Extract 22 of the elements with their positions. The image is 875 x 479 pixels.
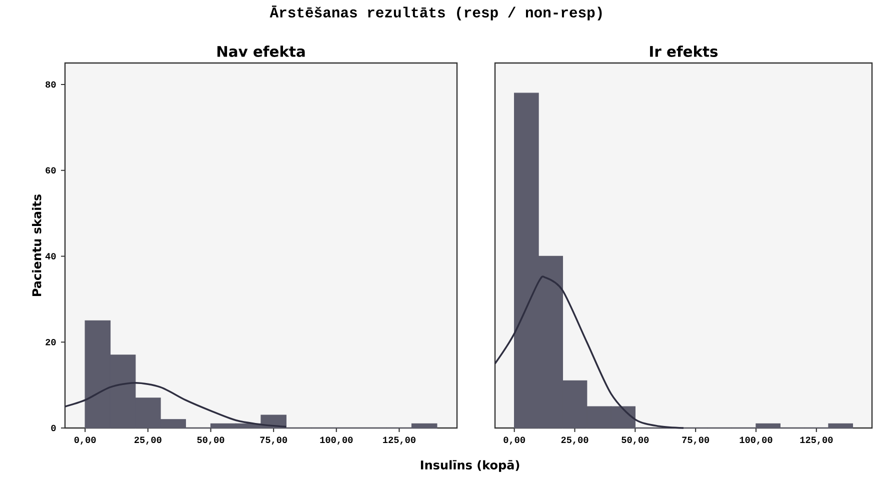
x-tick-label: 100,00 [320,436,353,445]
x-tick-label: 0,00 [74,436,96,445]
y-tick-label: 40 [45,253,56,260]
y-tick-label: 20 [46,338,56,346]
x-axis-title: Insulīns (kopā) [420,460,520,472]
x-tick-label: 50,00 [622,436,649,445]
x-tick-label: 25,00 [134,436,162,445]
x-tick-label: 100,00 [740,436,772,445]
x-tick-label: 50,00 [197,436,224,445]
x-tick-label: 125,00 [383,436,416,445]
chart-title: Ārstēšanas rezultāts (resp / non-resp) [270,6,602,20]
y-tick-label: 0 [51,424,56,432]
x-tick-label: 125,00 [800,436,833,445]
chart-subtitle: Nav efekta [217,46,305,57]
chart-subtitle: Ir efekts [650,46,718,57]
y-axis-title: Pacientu skaits [32,194,42,296]
x-tick-label: 25,00 [561,436,588,445]
x-tick-label: 75,00 [260,436,288,445]
x-tick-label: 75,00 [682,436,710,445]
y-tick-label: 80 [46,81,56,88]
x-tick-label: 0,00 [504,436,525,445]
y-tick-label: 60 [46,167,56,174]
